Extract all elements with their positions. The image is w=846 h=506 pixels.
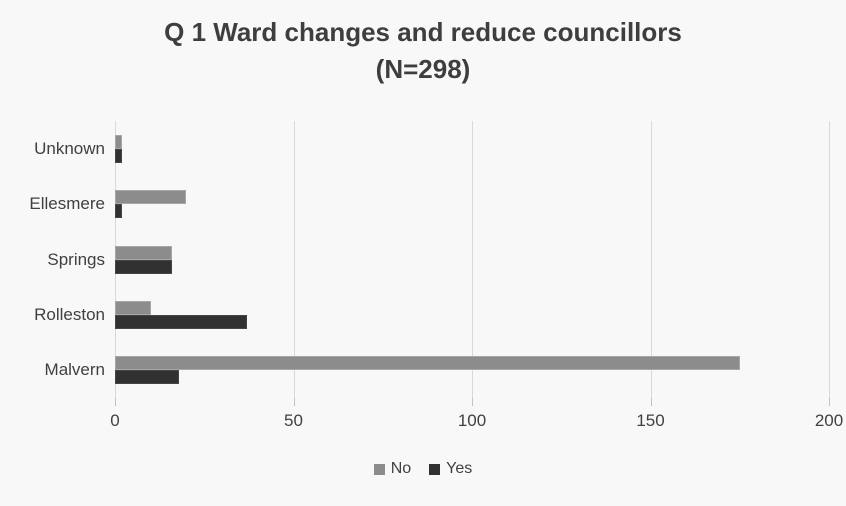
legend-item-yes: Yes (429, 460, 472, 478)
x-tick-label-100: 100 (457, 411, 487, 430)
x-axis-labels: 0 50 100 150 200 (110, 411, 843, 433)
bar-group-ellesmere (115, 176, 829, 231)
bar-no-springs (115, 245, 173, 260)
category-label-ellesmere: Ellesmere (29, 194, 105, 214)
gridline-200 (829, 121, 830, 398)
bar-yes-ellesmere (115, 204, 123, 219)
bar-no-unknown (115, 134, 123, 149)
plot-area (115, 121, 830, 406)
x-tick-label-50: 50 (284, 411, 303, 430)
bar-group-springs (115, 232, 829, 287)
chart-title: Q 1 Ward changes and reduce councillors (164, 17, 682, 47)
axis-tick-0 (115, 398, 116, 406)
axis-tick-150 (650, 398, 652, 406)
bar-yes-malvern (115, 370, 180, 385)
bar-yes-springs (115, 259, 173, 274)
category-label-malvern: Malvern (44, 360, 105, 380)
bar-no-ellesmere (115, 190, 187, 205)
chart-title-block: Q 1 Ward changes and reduce councillors … (0, 14, 846, 88)
gridline-100 (472, 121, 473, 398)
bar-group-malvern (115, 343, 829, 398)
category-label-unknown: Unknown (34, 138, 105, 158)
y-axis-labels: Unknown Ellesmere Springs Rolleston Malvern (0, 121, 105, 398)
legend-swatch-icon (373, 463, 385, 475)
bar-no-rolleston (115, 300, 151, 315)
bar-group-rolleston (115, 287, 829, 342)
gridline-150 (650, 121, 652, 398)
bar-yes-unknown (115, 148, 123, 163)
bar-no-malvern (115, 356, 740, 371)
legend-label: No (390, 460, 412, 477)
bar-group-unknown (115, 121, 829, 176)
axis-tick-50 (293, 398, 295, 406)
category-label-springs: Springs (47, 249, 105, 269)
bar-yes-rolleston (115, 314, 248, 329)
x-tick-label-200: 200 (814, 411, 844, 430)
legend-label: Yes (446, 460, 473, 477)
x-tick-label-0: 0 (110, 411, 120, 430)
category-label-rolleston: Rolleston (34, 304, 105, 324)
x-tick-label-150: 150 (636, 411, 665, 430)
chart-subtitle: (N=298) (375, 54, 471, 84)
legend-swatch-icon (429, 463, 441, 475)
gridline-50 (293, 121, 295, 398)
axis-tick-200 (829, 398, 830, 406)
axis-tick-100 (472, 398, 473, 406)
legend-item-no: No (373, 460, 412, 478)
legend: No Yes (0, 460, 846, 478)
bar-rows (115, 121, 829, 398)
